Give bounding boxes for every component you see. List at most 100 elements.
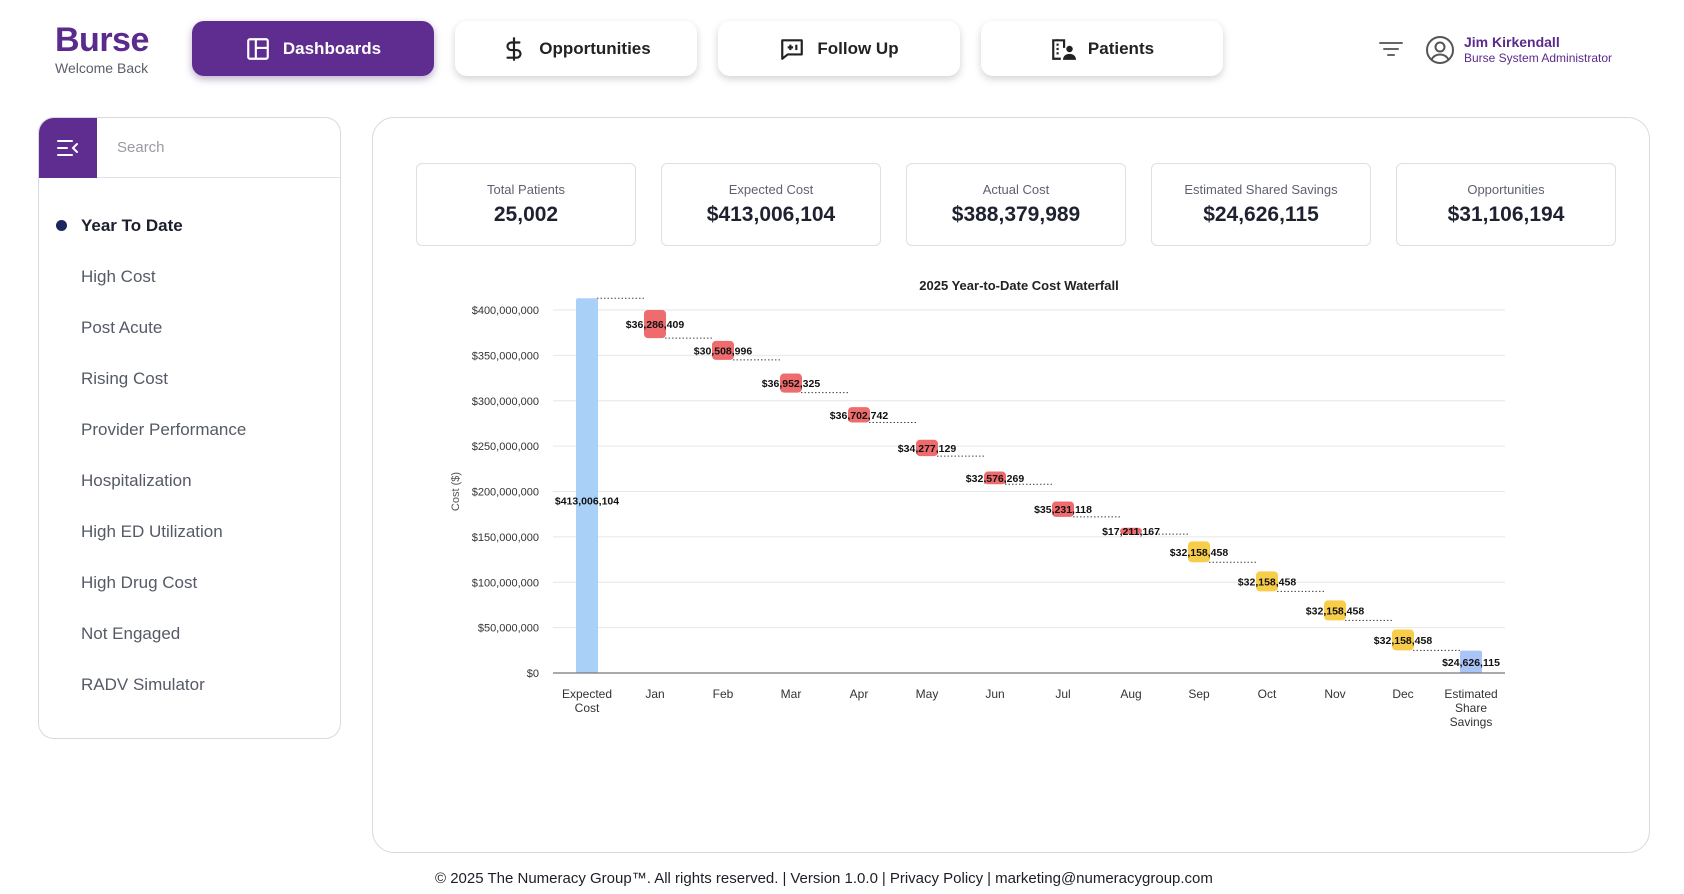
footer-separator: | — [987, 870, 992, 887]
data-label: $34,277,129 — [898, 443, 957, 455]
waterfall-bar — [712, 340, 734, 360]
data-label: $35,231,118 — [1034, 504, 1092, 516]
data-label: $17,211,167 — [1102, 526, 1160, 538]
sidebar-item-label: Hospitalization — [81, 470, 192, 490]
kpi-card-expected-cost: Expected Cost $413,006,104 — [661, 163, 881, 246]
nav-opportunities-label: Opportunities — [539, 38, 651, 58]
waterfall-bar — [1052, 501, 1074, 517]
kpi-value: $388,379,989 — [951, 203, 1081, 226]
filter-icon[interactable] — [1378, 38, 1404, 60]
menu-collapse-icon — [57, 140, 78, 156]
waterfall-chart-svg: 2025 Year-to-Date Cost Waterfall $0 $50,00… — [450, 278, 1505, 729]
kpi-card-estimated-shared-savings: Estimated Shared Savings $24,626,115 — [1151, 163, 1371, 246]
nav-patients-label: Patients — [1087, 38, 1155, 58]
waterfall-bar — [780, 373, 802, 393]
data-label: $413,006,104 — [555, 496, 619, 508]
brand-name: Burse — [55, 21, 149, 59]
nav-dashboards-label: Dashboards — [282, 38, 382, 58]
kpi-label: Estimated Shared Savings — [1184, 182, 1338, 197]
sidebar-item-post-acute[interactable]: Post Acute — [39, 302, 340, 353]
sidebar-item-rising-cost[interactable]: Rising Cost — [39, 353, 340, 404]
x-tick-label: Jan — [645, 687, 664, 701]
email-link[interactable]: marketing@numeracygroup.com — [995, 870, 1213, 887]
sidebar-menu: Year To Date High Cost Post Acute Rising… — [39, 178, 340, 710]
sidebar-search-input[interactable] — [97, 118, 340, 177]
dashboard-icon — [247, 37, 269, 60]
sidebar-item-radv-simulator[interactable]: RADV Simulator — [39, 659, 340, 710]
waterfall-chart: 2025 Year-to-Date Cost Waterfall $0 $50,00… — [433, 268, 1603, 768]
footer-separator: | — [782, 870, 787, 887]
kpi-label: Expected Cost — [728, 182, 814, 197]
data-label: $32,158,458 — [1306, 605, 1365, 617]
footer-version: Version 1.0.0 — [790, 870, 878, 887]
nav-opportunities-button[interactable]: Opportunities — [455, 21, 697, 76]
kpi-value: 25,002 — [493, 203, 559, 226]
sidebar-item-high-ed-utilization[interactable]: High ED Utilization — [39, 506, 340, 557]
x-tick-label: Jul — [1055, 687, 1070, 701]
sidebar-item-label: Rising Cost — [81, 368, 168, 388]
brand: Burse Welcome Back — [55, 20, 185, 76]
x-tick-label: Apr — [850, 687, 869, 701]
x-tick-label: Estimated — [1444, 687, 1497, 701]
footer: © 2025 The Numeracy Group™. All rights r… — [435, 870, 1213, 887]
waterfall-bar — [1392, 629, 1414, 651]
kpi-card-total-patients: Total Patients 25,002 — [416, 163, 636, 246]
sidebar-item-year-to-date[interactable]: Year To Date — [39, 200, 340, 251]
sidebar-item-high-drug-cost[interactable]: High Drug Cost — [39, 557, 340, 608]
x-tick-label: Nov — [1324, 687, 1345, 701]
sidebar-item-high-cost[interactable]: High Cost — [39, 251, 340, 302]
data-label: $36,702,742 — [830, 410, 889, 422]
y-tick-label: $250,000,000 — [472, 441, 539, 453]
data-label: $32,576,269 — [966, 473, 1025, 485]
user-circle-icon[interactable] — [1425, 35, 1455, 65]
x-tick-label: Expected — [562, 687, 612, 701]
waterfall-bar — [644, 310, 666, 339]
sidebar-item-hospitalization[interactable]: Hospitalization — [39, 455, 340, 506]
user-name[interactable]: Jim Kirkendall — [1464, 34, 1560, 50]
y-axis-label: Cost ($) — [450, 472, 462, 511]
menu-toggle-button[interactable] — [39, 118, 97, 178]
data-label: $30,508,996 — [694, 345, 753, 357]
sidebar-item-label: Year To Date — [81, 215, 183, 235]
sidebar-item-not-engaged[interactable]: Not Engaged — [39, 608, 340, 659]
data-label: $32,158,458 — [1238, 576, 1297, 588]
message-plus-icon — [781, 38, 804, 60]
kpi-value: $24,626,115 — [1203, 203, 1319, 226]
y-tick-label: $200,000,000 — [472, 487, 539, 499]
waterfall-bar — [1188, 541, 1210, 563]
dashboard-panel: Total Patients 25,002 Expected Cost $413… — [372, 117, 1650, 853]
y-tick-label: $150,000,000 — [472, 532, 539, 544]
sidebar-item-provider-performance[interactable]: Provider Performance — [39, 404, 340, 455]
x-tick-label: Oct — [1258, 687, 1277, 701]
kpi-card-actual-cost: Actual Cost $388,379,989 — [906, 163, 1126, 246]
x-tick-label: Dec — [1392, 687, 1413, 701]
x-tick-label: Jun — [985, 687, 1004, 701]
nav-follow-up-button[interactable]: Follow Up — [718, 21, 960, 76]
nav-dashboards-button[interactable]: Dashboards — [192, 21, 434, 76]
waterfall-bar — [848, 407, 870, 423]
sidebar: Year To Date High Cost Post Acute Rising… — [38, 117, 341, 739]
waterfall-bar — [1460, 650, 1482, 673]
y-tick-label: $100,000,000 — [472, 577, 539, 589]
data-label: $36,952,325 — [762, 378, 821, 390]
x-tick-label: Cost — [575, 701, 600, 715]
sidebar-item-label: High Cost — [81, 266, 156, 286]
y-tick-label: $400,000,000 — [472, 305, 539, 317]
kpi-label: Opportunities — [1467, 182, 1545, 197]
data-label: $32,158,458 — [1374, 635, 1433, 647]
privacy-policy-link[interactable]: Privacy Policy — [889, 870, 984, 887]
y-tick-label: $0 — [527, 668, 539, 680]
data-label: $32,158,458 — [1170, 547, 1229, 559]
nav-follow-up-label: Follow Up — [817, 38, 899, 58]
kpi-value: $413,006,104 — [706, 203, 836, 226]
dollar-icon — [506, 36, 522, 61]
nav-patients-button[interactable]: Patients — [981, 21, 1223, 76]
chart-title: 2025 Year-to-Date Cost Waterfall — [919, 278, 1118, 293]
sidebar-item-label: Provider Performance — [81, 419, 247, 439]
building-user-icon — [1052, 38, 1076, 60]
y-tick-label: $350,000,000 — [472, 350, 539, 362]
sidebar-item-label: Not Engaged — [81, 623, 181, 643]
active-indicator-dot — [56, 220, 67, 231]
sidebar-header — [39, 118, 340, 178]
sidebar-item-label: Post Acute — [81, 317, 163, 337]
